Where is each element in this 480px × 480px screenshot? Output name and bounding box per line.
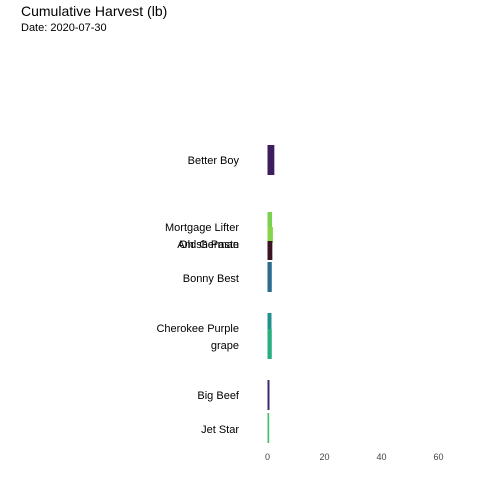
bar-amish-paste [267, 241, 273, 260]
category-label-amish-paste: Amish Paste [177, 239, 239, 251]
chart-title: Cumulative Harvest (lb) [21, 3, 168, 19]
chart-subtitle: Date: 2020-07-30 [21, 22, 107, 34]
category-label-mortgage-lifter: Mortgage Lifter [165, 222, 239, 234]
bar-cherokee-purple [267, 313, 272, 329]
x-tick-label: 40 [376, 452, 386, 462]
bar-jet-star [267, 413, 270, 443]
bar-big-beef [267, 380, 270, 410]
bar-bonny-best [267, 262, 272, 292]
x-tick-label: 20 [319, 452, 329, 462]
bar-old-german [267, 227, 273, 243]
x-tick-label: 60 [433, 452, 443, 462]
category-label-better-boy: Better Boy [188, 155, 240, 167]
category-label-grape: grape [211, 340, 239, 352]
category-label-big-beef: Big Beef [197, 390, 240, 402]
bar-mortgage-lifter [267, 212, 273, 230]
category-label-jet-star: Jet Star [201, 424, 239, 436]
bar-grape [267, 329, 272, 359]
category-label-cherokee-purple: Cherokee Purple [156, 323, 239, 335]
category-label-old-german: Old German [179, 239, 239, 251]
x-tick-label: 0 [265, 452, 270, 462]
bar-better-boy [267, 145, 275, 175]
category-label-bonny-best: Bonny Best [183, 273, 239, 285]
